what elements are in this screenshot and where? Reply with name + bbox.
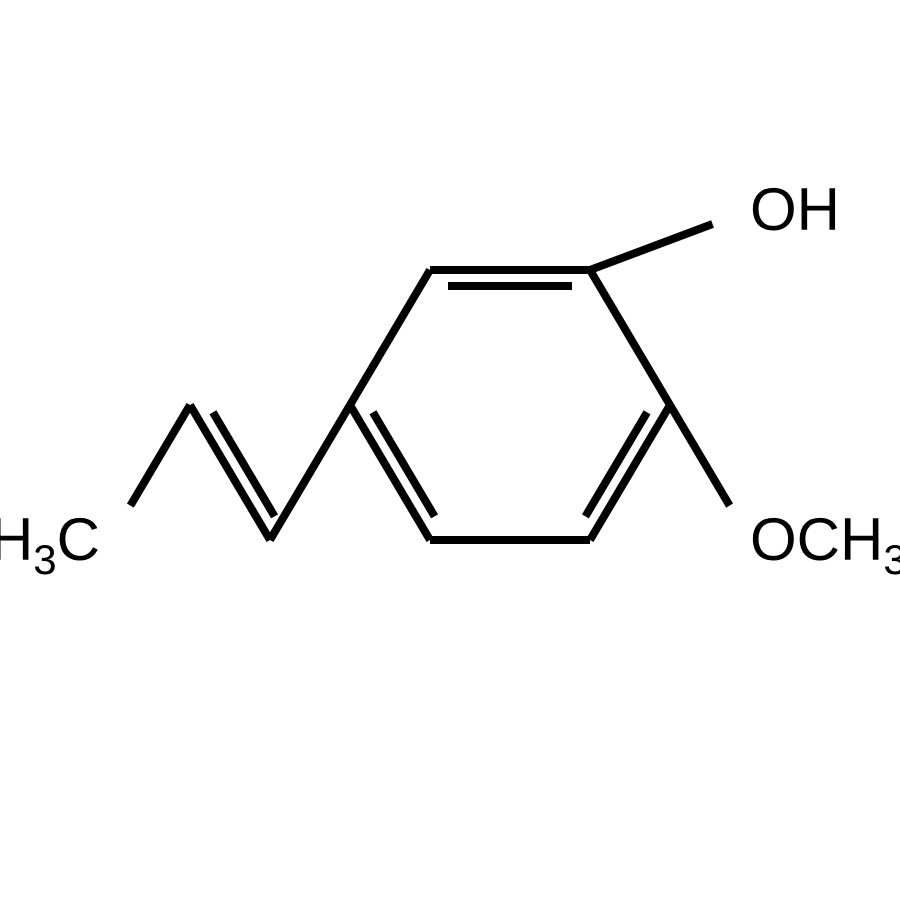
svg-text:OH: OH xyxy=(750,176,840,243)
molecule-diagram: OH OCH3 H3C xyxy=(0,0,900,900)
svg-text:H3C: H3C xyxy=(0,506,100,583)
svg-text:OCH3: OCH3 xyxy=(750,506,900,583)
